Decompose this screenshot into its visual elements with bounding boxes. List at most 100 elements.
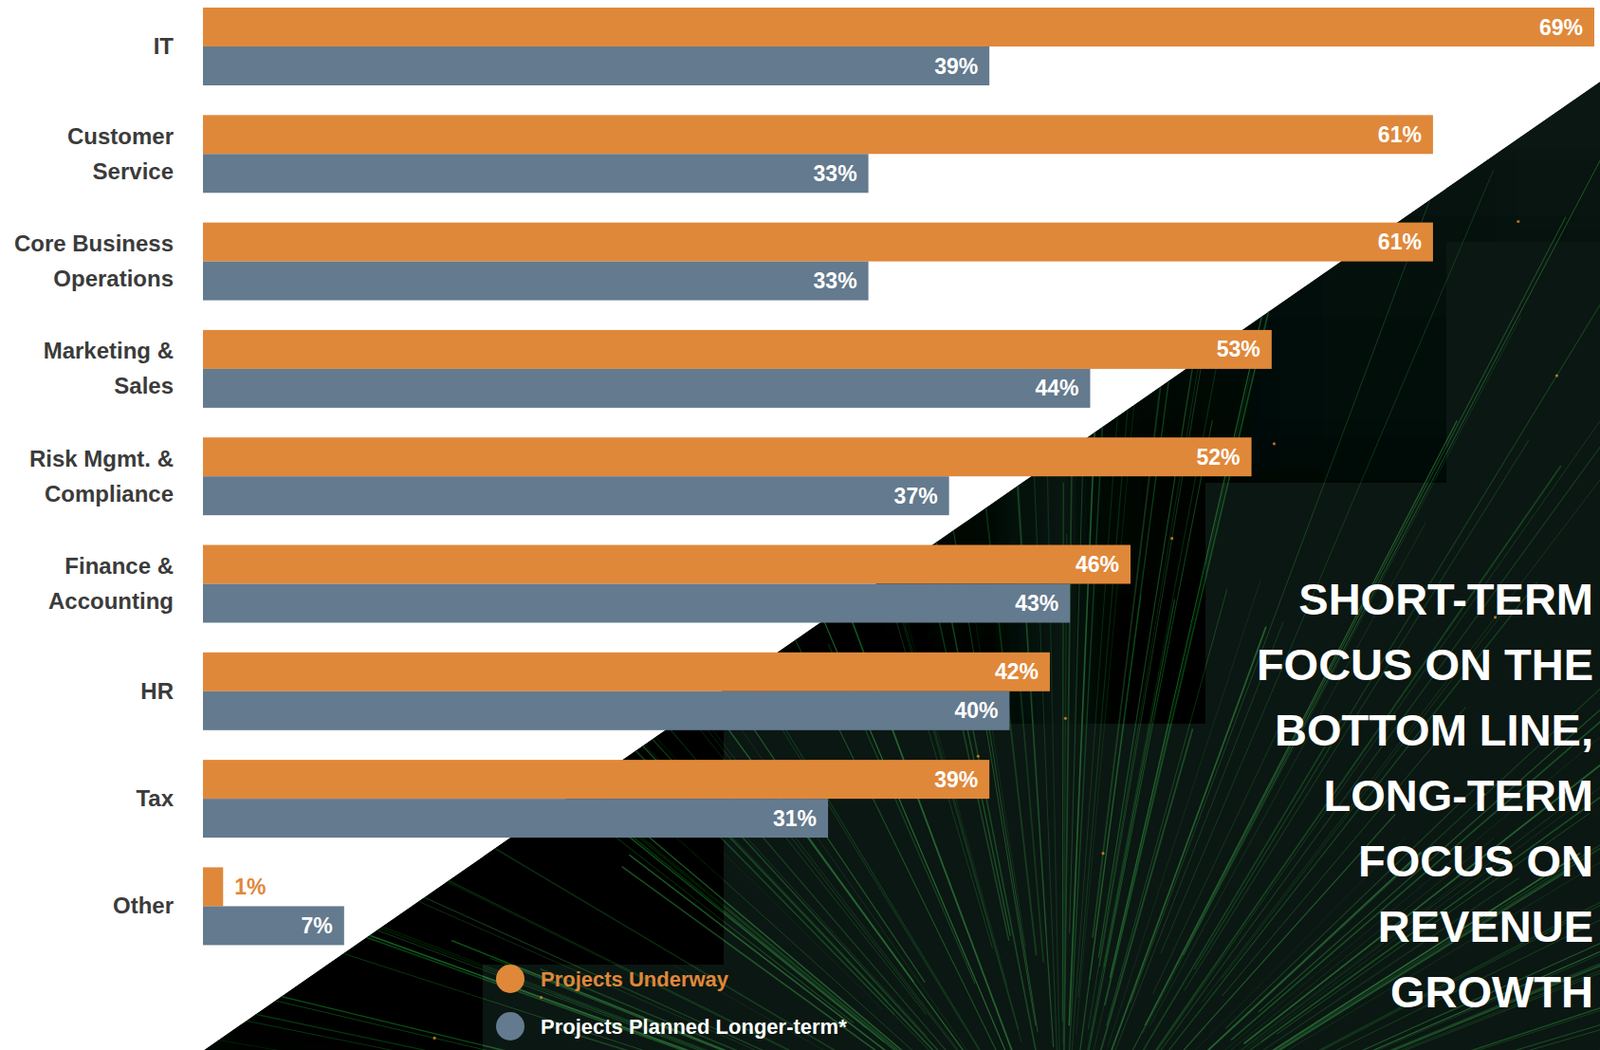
background-streak (967, 339, 1037, 956)
bar (202, 652, 1050, 692)
annotation-line: REVENUE (1378, 901, 1594, 952)
background-streak (1225, 952, 1600, 1050)
background-streak (1231, 473, 1600, 1041)
bar (202, 46, 990, 86)
background-streak (620, 704, 997, 1050)
background-streak (967, 569, 1026, 947)
data-label: 43% (1014, 590, 1059, 616)
annotation: SHORT-TERMFOCUS ON THEBOTTOM LINE,LONG-T… (1256, 573, 1594, 1017)
legend-swatch (496, 964, 525, 994)
background-streak (202, 878, 954, 1050)
legend-label: Projects Underway (540, 967, 730, 992)
background-streak (1126, 465, 1561, 1050)
background-dot (1272, 441, 1276, 445)
data-label: 33% (813, 268, 858, 294)
category-label-line: Operations (53, 265, 174, 292)
bar (202, 545, 1131, 585)
background-streak (451, 940, 857, 1050)
background-streak (490, 957, 894, 1050)
category-label-line: Risk Mgmt. & (29, 445, 174, 472)
category-label-line: Accounting (48, 588, 174, 614)
background (0, 0, 1600, 1050)
bar (202, 905, 345, 945)
background-dot (1516, 220, 1520, 223)
category-label-line: IT (153, 33, 175, 59)
annotation-line: BOTTOM LINE, (1274, 704, 1594, 755)
category-label-line: HR (140, 678, 174, 704)
background-streak (1214, 704, 1600, 1050)
background-streak (1142, 480, 1600, 1050)
bars (202, 7, 1595, 945)
background-streak (1076, 0, 1182, 1034)
category-label: Marketing &Sales (43, 337, 174, 399)
data-label: 7% (301, 913, 333, 938)
data-label: 61% (1378, 229, 1422, 255)
category-label-line: Core Business (14, 230, 174, 257)
background-streak (1235, 874, 1600, 1050)
category-label-line: Other (112, 892, 174, 919)
background-streak (544, 449, 996, 1050)
background-streak (1111, 626, 1267, 1050)
background-streak (1018, 665, 1044, 963)
category-label: Core Business Operations (14, 230, 174, 292)
background-streak (1213, 964, 1600, 1050)
bar (202, 759, 990, 799)
background-streak (158, 863, 914, 1050)
background-streak (1175, 750, 1600, 1050)
background-streak (18, 791, 967, 1050)
category-label: CustomerService (67, 123, 174, 184)
background-dot (1101, 851, 1104, 855)
data-label: 33% (813, 161, 858, 186)
bar (202, 330, 1272, 369)
category-label-line: Sales (113, 372, 174, 399)
background-dot (1555, 373, 1559, 377)
background-streak (1220, 782, 1600, 1050)
background-dot (433, 1036, 437, 1040)
background-dot (1150, 213, 1154, 217)
data-label: 31% (772, 806, 817, 831)
background-streak (1092, 68, 1200, 938)
background-streak (1219, 863, 1600, 1050)
background-streak (1148, 622, 1600, 1050)
background-streak (960, 695, 1012, 937)
bar (202, 866, 223, 906)
category-label: Tax (135, 785, 174, 811)
bar (202, 691, 1010, 731)
legend: Projects UnderwayProjects Planned Longer… (496, 964, 847, 1041)
background-streak (158, 452, 1001, 1050)
background-streak (1089, 594, 1141, 980)
category-label: Finance &Accounting (48, 552, 174, 614)
data-label: 53% (1216, 336, 1261, 362)
data-label: 46% (1075, 551, 1120, 577)
background-dot (155, 861, 159, 865)
background-streak (1086, 420, 1213, 1050)
background-streak (1261, 436, 1600, 1043)
data-label: 39% (934, 54, 978, 79)
background-dot (1170, 536, 1174, 540)
bar (202, 222, 1434, 262)
background-streak (1098, 58, 1242, 958)
background-streak (1207, 508, 1600, 1050)
bar (202, 7, 1595, 47)
annotation-line: LONG-TERM (1323, 770, 1594, 821)
category-label-line: Compliance (44, 480, 174, 507)
category-label: Risk Mgmt. & Compliance (29, 445, 174, 507)
background-dot (1064, 717, 1067, 720)
bar (202, 114, 1434, 154)
data-label: 44% (1034, 375, 1079, 401)
data-label: 42% (994, 659, 1039, 684)
background-panel (203, 81, 1600, 1050)
background-streak (1245, 868, 1571, 1050)
background-streak (1107, 580, 1261, 1048)
data-label: 69% (1539, 15, 1583, 40)
data-label: 61% (1378, 122, 1422, 148)
background-streak (1118, 714, 1345, 1050)
background-streak (1194, 216, 1600, 970)
data-label: 39% (934, 767, 978, 792)
background-streak (1097, 728, 1194, 1050)
background-streak (636, 801, 934, 1050)
data-label: 40% (954, 698, 998, 723)
background-streak (1099, 16, 1261, 967)
background-dot (976, 754, 980, 758)
category-label: IT (153, 33, 175, 59)
